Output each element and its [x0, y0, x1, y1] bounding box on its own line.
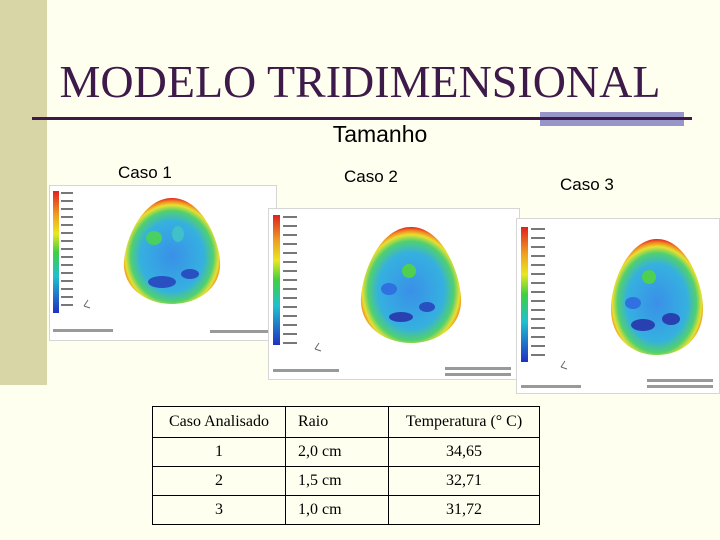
case-2-label: Caso 2	[344, 167, 398, 186]
table-cell-raio: 1,5 cm	[285, 466, 389, 496]
left-decorative-bar	[0, 0, 47, 385]
table-cell-raio: 1,0 cm	[285, 495, 389, 525]
thermal-image-case-3	[516, 218, 720, 394]
header-caso-analisado: Caso Analisado	[152, 406, 286, 438]
thermal-image-case-1	[49, 185, 277, 341]
table-header-row: Caso Analisado Raio Temperatura (° C)	[152, 406, 540, 438]
header-temperatura: Temperatura (° C)	[388, 406, 540, 438]
slide-subtitle: Tamanho	[332, 121, 428, 147]
header-raio: Raio	[285, 406, 389, 438]
table-row: 1 2,0 cm 34,65	[152, 437, 540, 467]
table-cell-caso: 3	[152, 495, 286, 525]
case-3-label: Caso 3	[560, 175, 614, 194]
table-cell-temperatura: 34,65	[388, 437, 540, 467]
results-table: Caso Analisado Raio Temperatura (° C) 1 …	[152, 406, 540, 525]
table-cell-caso: 1	[152, 437, 286, 467]
slide-title: MODELO TRIDIMENSIONAL	[59, 56, 661, 107]
thermal-plot-case-2	[273, 215, 511, 376]
thermal-image-case-2	[268, 208, 520, 380]
title-rule	[32, 117, 692, 120]
table-cell-temperatura: 31,72	[388, 495, 540, 525]
table-row: 3 1,0 cm 31,72	[152, 495, 540, 525]
thermal-plot-case-3	[521, 227, 713, 388]
thermal-plot-case-1	[53, 191, 270, 333]
table-cell-temperatura: 32,71	[388, 466, 540, 496]
table-row: 2 1,5 cm 32,71	[152, 466, 540, 496]
table-cell-caso: 2	[152, 466, 286, 496]
case-1-label: Caso 1	[118, 163, 172, 182]
table-cell-raio: 2,0 cm	[285, 437, 389, 467]
